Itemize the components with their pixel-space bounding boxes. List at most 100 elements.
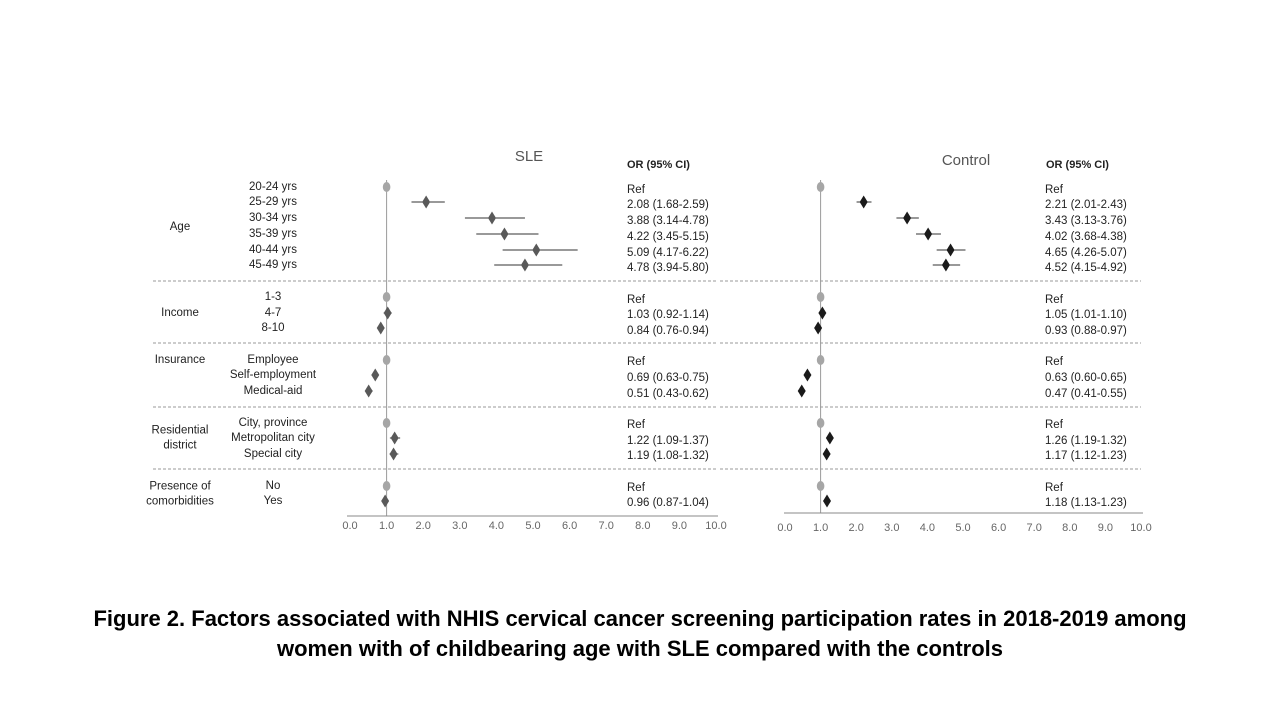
- or-point-marker: [903, 211, 912, 225]
- or-point-marker: [859, 195, 868, 209]
- x-tick-label: 0.0: [777, 522, 792, 534]
- x-tick-label: 4.0: [489, 520, 504, 532]
- or-point-marker: [383, 306, 392, 320]
- row-label: 45-49 yrs: [249, 259, 297, 271]
- x-tick-label: 4.0: [920, 522, 935, 534]
- x-tick-label: 5.0: [525, 520, 540, 532]
- x-tick-label: 10.0: [705, 520, 726, 532]
- or-point-marker: [371, 368, 380, 382]
- x-tick-label: 1.0: [379, 520, 394, 532]
- x-tick-label: 5.0: [955, 522, 970, 534]
- x-tick-label: 2.0: [416, 520, 431, 532]
- or-point-marker: [797, 384, 806, 398]
- x-tick-label: 3.0: [884, 522, 899, 534]
- row-label: 25-29 yrs: [249, 196, 297, 208]
- row-label: City, province: [239, 417, 308, 429]
- row-label: 40-44 yrs: [249, 244, 297, 256]
- group-label: Residential district: [152, 425, 209, 452]
- or-point-marker: [520, 258, 529, 272]
- or-point-marker: [941, 258, 950, 272]
- row-label: 35-39 yrs: [249, 228, 297, 240]
- group-label: Income: [161, 307, 199, 319]
- x-tick-label: 2.0: [849, 522, 864, 534]
- or-value-label: Ref: [1045, 356, 1064, 368]
- or-value-label: 0.51 (0.43-0.62): [627, 388, 709, 400]
- or-point-marker: [818, 306, 827, 320]
- reference-marker: [816, 182, 825, 192]
- x-tick-label: 6.0: [991, 522, 1006, 534]
- or-value-label: 5.09 (4.17-6.22): [627, 247, 709, 259]
- or-point-marker: [488, 211, 497, 225]
- x-tick-label: 9.0: [1098, 522, 1113, 534]
- or-point-marker: [532, 243, 541, 257]
- or-value-label: 4.78 (3.94-5.80): [627, 262, 709, 274]
- row-label: Yes: [264, 495, 283, 507]
- x-tick-label: 8.0: [635, 520, 650, 532]
- figure-caption: Figure 2. Factors associated with NHIS c…: [93, 606, 1187, 661]
- panel-title: SLE: [515, 148, 543, 165]
- x-tick-label: 0.0: [342, 520, 357, 532]
- or-value-label: 1.17 (1.12-1.23): [1045, 450, 1127, 462]
- group-label: Insurance: [155, 354, 206, 366]
- or-column-header: OR (95% CI): [627, 159, 690, 171]
- or-point-marker: [376, 321, 385, 335]
- or-value-label: 1.18 (1.13-1.23): [1045, 497, 1127, 509]
- or-value-label: 0.93 (0.88-0.97): [1045, 325, 1127, 337]
- or-value-label: 2.21 (2.01-2.43): [1045, 199, 1127, 211]
- row-label: 20-24 yrs: [249, 181, 297, 193]
- or-point-marker: [825, 431, 834, 445]
- or-value-label: 1.03 (0.92-1.14): [627, 309, 709, 321]
- or-value-label: 0.69 (0.63-0.75): [627, 372, 709, 384]
- or-column-header: OR (95% CI): [1046, 159, 1109, 171]
- reference-marker: [816, 355, 825, 365]
- panel-title: Control: [942, 152, 990, 169]
- or-value-label: Ref: [1045, 482, 1064, 494]
- reference-marker: [816, 418, 825, 428]
- group-label: Age: [170, 221, 190, 233]
- x-tick-label: 9.0: [672, 520, 687, 532]
- or-point-marker: [814, 321, 823, 335]
- reference-marker: [816, 292, 825, 302]
- or-value-label: 1.19 (1.08-1.32): [627, 450, 709, 462]
- or-value-label: Ref: [627, 294, 646, 306]
- or-point-marker: [803, 368, 812, 382]
- or-point-marker: [500, 227, 509, 241]
- or-value-label: 1.26 (1.19-1.32): [1045, 435, 1127, 447]
- x-tick-label: 3.0: [452, 520, 467, 532]
- row-label: 8-10: [261, 322, 284, 334]
- or-value-label: Ref: [1045, 419, 1064, 431]
- or-point-marker: [390, 431, 399, 445]
- row-label: Medical-aid: [244, 385, 303, 397]
- x-tick-label: 8.0: [1062, 522, 1077, 534]
- group-label: Presence of comorbidities: [146, 481, 214, 508]
- or-value-label: 0.84 (0.76-0.94): [627, 325, 709, 337]
- or-point-marker: [364, 384, 373, 398]
- or-point-marker: [823, 494, 832, 508]
- or-value-label: Ref: [627, 356, 646, 368]
- or-point-marker: [422, 195, 431, 209]
- or-value-label: 1.22 (1.09-1.37): [627, 435, 709, 447]
- or-value-label: 4.22 (3.45-5.15): [627, 231, 709, 243]
- row-label: 30-34 yrs: [249, 212, 297, 224]
- row-label: No: [266, 480, 281, 492]
- or-value-label: Ref: [627, 184, 646, 196]
- reference-marker: [382, 418, 391, 428]
- row-label: 1-3: [265, 291, 282, 303]
- or-value-label: Ref: [1045, 184, 1064, 196]
- or-point-marker: [389, 447, 398, 461]
- or-point-marker: [381, 494, 390, 508]
- or-value-label: 0.47 (0.41-0.55): [1045, 388, 1127, 400]
- or-value-label: 4.52 (4.15-4.92): [1045, 262, 1127, 274]
- x-tick-label: 7.0: [1027, 522, 1042, 534]
- or-point-marker: [924, 227, 933, 241]
- reference-marker: [382, 481, 391, 491]
- row-label: 4-7: [265, 307, 282, 319]
- reference-marker: [382, 355, 391, 365]
- reference-marker: [382, 292, 391, 302]
- or-value-label: Ref: [627, 419, 646, 431]
- x-tick-label: 6.0: [562, 520, 577, 532]
- x-tick-label: 1.0: [813, 522, 828, 534]
- or-point-marker: [946, 243, 955, 257]
- or-value-label: 4.65 (4.26-5.07): [1045, 247, 1127, 259]
